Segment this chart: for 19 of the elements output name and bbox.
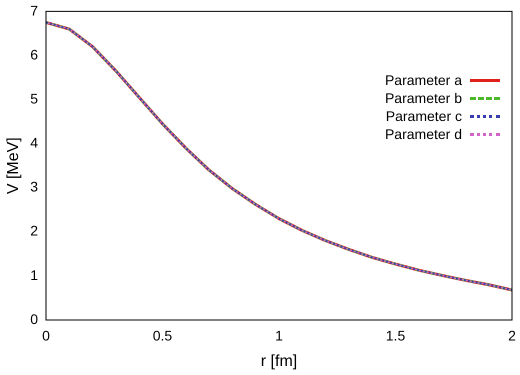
y-tick-label: 6 [30, 46, 38, 62]
legend-label: Parameter b [384, 90, 462, 106]
x-tick-label: 0.5 [152, 327, 172, 344]
legend-label: Parameter a [384, 72, 462, 88]
y-tick-label: 2 [30, 222, 38, 239]
legend-label: Parameter c [386, 108, 462, 124]
x-tick-label: 1.5 [386, 327, 406, 344]
y-axis-title: V [MeV] [5, 137, 22, 194]
x-tick-label: 2 [508, 327, 516, 344]
y-tick-label: 7 [30, 2, 38, 18]
y-tick-label: 4 [30, 134, 38, 151]
y-tick-label: 0 [30, 310, 38, 327]
y-tick-label: 1 [30, 266, 38, 283]
x-axis-title: r [fm] [260, 352, 298, 370]
x-tick-label: 1 [275, 327, 284, 344]
y-tick-label: 5 [30, 90, 38, 106]
x-tick-label: 0 [42, 327, 50, 344]
legend-label: Parameter d [384, 126, 462, 142]
y-tick-label: 3 [30, 178, 38, 195]
